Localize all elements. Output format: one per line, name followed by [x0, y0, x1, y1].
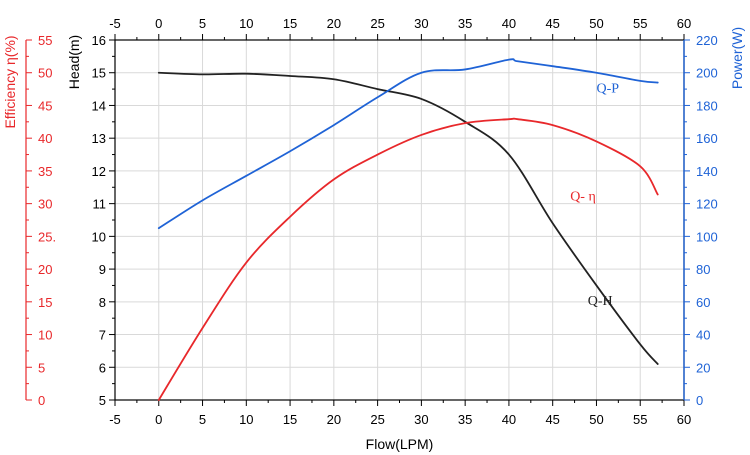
x-tick-label-top: 25 [370, 16, 384, 31]
efficiency-tick-label: 55 [38, 33, 52, 48]
x-tick-label-bottom: 10 [239, 412, 253, 427]
x-tick-label-top: 35 [458, 16, 472, 31]
x-tick-label-top: 55 [633, 16, 647, 31]
power-axis-title: Power(W) [729, 27, 745, 89]
head-tick-label: 10 [92, 229, 106, 244]
x-tick-label-top: 5 [199, 16, 206, 31]
x-tick-label-bottom: 5 [199, 412, 206, 427]
series-label-efficiency: Q- η [570, 189, 596, 204]
x-tick-label-bottom: 40 [502, 412, 516, 427]
series-label-power: Q-P [596, 81, 619, 96]
power-tick-label: 0 [696, 393, 703, 408]
series-label-head: Q-H [588, 294, 613, 309]
x-tick-label-top: 10 [239, 16, 253, 31]
x-tick-label-top: 45 [545, 16, 559, 31]
power-tick-label: 80 [696, 262, 710, 277]
series-line-head [157, 71, 659, 365]
efficiency-tick-label: 50 [38, 66, 52, 81]
efficiency-tick-label: 35 [38, 164, 52, 179]
x-tick-label-top: 15 [283, 16, 297, 31]
x-tick-label-bottom: 35 [458, 412, 472, 427]
x-tick-label-bottom: 20 [327, 412, 341, 427]
power-tick-label: 60 [696, 295, 710, 310]
efficiency-tick-label: 45 [38, 98, 52, 113]
x-tick-label-top: -5 [109, 16, 121, 31]
efficiency-tick-label: 5 [38, 360, 45, 375]
x-tick-label-bottom: 60 [677, 412, 691, 427]
head-tick-label: 12 [92, 164, 106, 179]
series-layer [157, 58, 659, 401]
efficiency-tick-label: 10 [38, 328, 52, 343]
head-tick-label: 9 [99, 262, 106, 277]
power-tick-label: 40 [696, 328, 710, 343]
efficiency-axis-title: Efficiency η(%) [2, 35, 18, 128]
head-axis-title: Head(m) [66, 35, 82, 89]
head-tick-label: 7 [99, 328, 106, 343]
power-tick-label: 120 [696, 197, 718, 212]
x-tick-label-bottom: 25 [370, 412, 384, 427]
x-tick-label-top: 60 [677, 16, 691, 31]
head-tick-label: 15 [92, 66, 106, 81]
x-tick-label-top: 40 [502, 16, 516, 31]
power-tick-label: 160 [696, 131, 718, 146]
head-tick-label: 6 [99, 360, 106, 375]
series-line-power [157, 58, 659, 230]
x-tick-label-bottom: -5 [109, 412, 121, 427]
head-tick-label: 8 [99, 295, 106, 310]
head-tick-label: 16 [92, 33, 106, 48]
head-tick-label: 13 [92, 131, 106, 146]
x-tick-label-top: 30 [414, 16, 428, 31]
head-tick-label: 14 [92, 98, 106, 113]
head-tick-label: 5 [99, 393, 106, 408]
axes-layer [25, 34, 690, 406]
x-tick-label-top: 0 [155, 16, 162, 31]
x-tick-label-top: 50 [589, 16, 603, 31]
x-tick-label-bottom: 50 [589, 412, 603, 427]
power-tick-label: 200 [696, 66, 718, 81]
efficiency-tick-label: 0 [38, 393, 45, 408]
efficiency-tick-label: 30 [38, 197, 52, 212]
grid-layer [115, 40, 684, 400]
power-tick-label: 220 [696, 33, 718, 48]
head-tick-label: 11 [93, 197, 107, 212]
efficiency-tick-label: 15 [38, 295, 52, 310]
x-axis-title: Flow(LPM) [366, 436, 434, 452]
x-tick-label-bottom: 30 [414, 412, 428, 427]
efficiency-tick-label: 20 [38, 262, 52, 277]
power-tick-label: 140 [696, 164, 718, 179]
efficiency-tick-label: 25. [38, 229, 56, 244]
power-tick-label: 100 [696, 229, 718, 244]
text-layer: -5-5005510101515202025253030353540404545… [2, 16, 745, 452]
x-tick-label-bottom: 0 [155, 412, 162, 427]
x-tick-label-top: 20 [327, 16, 341, 31]
x-tick-label-bottom: 15 [283, 412, 297, 427]
x-tick-label-bottom: 45 [545, 412, 559, 427]
x-tick-label-bottom: 55 [633, 412, 647, 427]
power-tick-label: 180 [696, 98, 718, 113]
efficiency-tick-label: 40 [38, 131, 52, 146]
series-line-efficiency [157, 117, 659, 401]
power-tick-label: 20 [696, 360, 710, 375]
